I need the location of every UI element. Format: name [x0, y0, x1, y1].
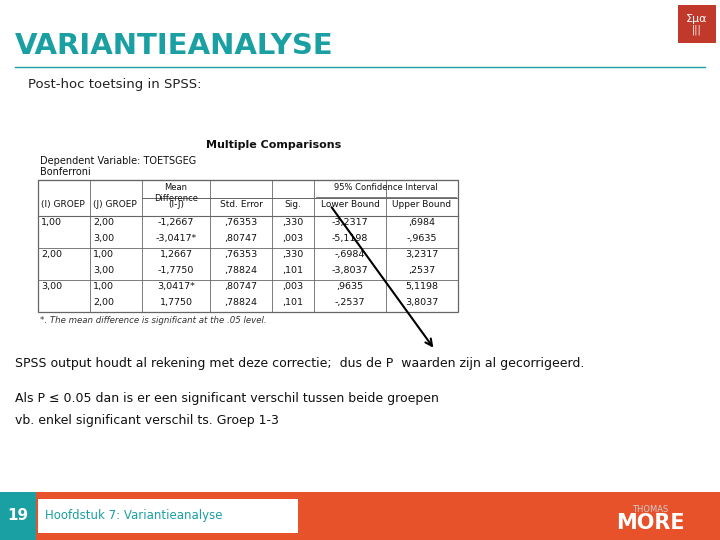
Text: SPSS output houdt al rekening met deze correctie;  dus de P  waarden zijn al gec: SPSS output houdt al rekening met deze c…	[15, 357, 585, 370]
Text: Lower Bound: Lower Bound	[320, 200, 379, 209]
Bar	[38, 180, 458, 312]
Text: ,78824: ,78824	[225, 298, 258, 307]
Bar	[0, 492, 720, 540]
Text: ,101: ,101	[282, 298, 304, 307]
Text: Post-hoc toetsing in SPSS:: Post-hoc toetsing in SPSS:	[28, 78, 202, 91]
Text: ,003: ,003	[282, 282, 304, 291]
Text: ,330: ,330	[282, 250, 304, 259]
Text: Mean
Difference: Mean Difference	[154, 183, 198, 203]
Text: ,76353: ,76353	[225, 218, 258, 227]
Text: vb. enkel significant verschil ts. Groep 1-3: vb. enkel significant verschil ts. Groep…	[15, 414, 279, 427]
Text: -,9635: -,9635	[407, 234, 437, 243]
Text: |||: |||	[692, 24, 702, 35]
Text: ,9635: ,9635	[336, 282, 364, 291]
Text: -1,7750: -1,7750	[158, 266, 194, 275]
Text: -,6984: -,6984	[335, 250, 365, 259]
Text: THOMAS: THOMAS	[632, 504, 668, 514]
Text: 3,2317: 3,2317	[405, 250, 438, 259]
Text: ,80747: ,80747	[225, 234, 258, 243]
Text: (J) GROEP: (J) GROEP	[93, 200, 137, 209]
Text: 19: 19	[7, 509, 29, 523]
Text: MORE: MORE	[616, 513, 684, 533]
Text: Bonferroni: Bonferroni	[40, 167, 91, 177]
Text: Sig.: Sig.	[284, 200, 302, 209]
Text: 2,00: 2,00	[41, 250, 62, 259]
Text: 3,00: 3,00	[93, 234, 114, 243]
Bar	[0, 492, 36, 540]
Text: 1,00: 1,00	[93, 282, 114, 291]
Text: -3,2317: -3,2317	[332, 218, 369, 227]
Text: ,003: ,003	[282, 234, 304, 243]
Text: Std. Error: Std. Error	[220, 200, 262, 209]
Text: (I-J): (I-J)	[168, 200, 184, 209]
Text: ,330: ,330	[282, 218, 304, 227]
Text: 3,0417*: 3,0417*	[157, 282, 195, 291]
Text: ,76353: ,76353	[225, 250, 258, 259]
Text: Σμα: Σμα	[686, 14, 708, 24]
Text: 3,8037: 3,8037	[405, 298, 438, 307]
Text: 3,00: 3,00	[93, 266, 114, 275]
Text: Dependent Variable: TOETSGEG: Dependent Variable: TOETSGEG	[40, 156, 197, 166]
Bar	[38, 499, 298, 533]
Text: Upper Bound: Upper Bound	[392, 200, 451, 209]
Text: Als P ≤ 0.05 dan is er een significant verschil tussen beide groepen: Als P ≤ 0.05 dan is er een significant v…	[15, 392, 439, 405]
Text: ,2537: ,2537	[408, 266, 436, 275]
Text: -1,2667: -1,2667	[158, 218, 194, 227]
Text: ,80747: ,80747	[225, 282, 258, 291]
Text: 5,1198: 5,1198	[405, 282, 438, 291]
FancyBboxPatch shape	[678, 5, 716, 43]
Text: ,101: ,101	[282, 266, 304, 275]
Text: VARIANTIEANALYSE: VARIANTIEANALYSE	[15, 32, 334, 60]
Text: -3,8037: -3,8037	[332, 266, 369, 275]
Text: -5,1198: -5,1198	[332, 234, 368, 243]
Text: ,6984: ,6984	[408, 218, 436, 227]
Text: Hoofdstuk 7: Variantieanalyse: Hoofdstuk 7: Variantieanalyse	[45, 510, 222, 523]
Text: *. The mean difference is significant at the .05 level.: *. The mean difference is significant at…	[40, 316, 266, 325]
Text: Multiple Comparisons: Multiple Comparisons	[207, 140, 341, 150]
Text: -,2537: -,2537	[335, 298, 365, 307]
Text: 2,00: 2,00	[93, 298, 114, 307]
Text: 1,00: 1,00	[93, 250, 114, 259]
Text: ,78824: ,78824	[225, 266, 258, 275]
Text: (I) GROEP: (I) GROEP	[41, 200, 85, 209]
Text: 95% Confidence Interval: 95% Confidence Interval	[334, 183, 438, 192]
Text: -3,0417*: -3,0417*	[156, 234, 197, 243]
Text: 3,00: 3,00	[41, 282, 62, 291]
Text: 1,00: 1,00	[41, 218, 62, 227]
Text: 1,2667: 1,2667	[160, 250, 192, 259]
Text: 2,00: 2,00	[93, 218, 114, 227]
Text: 1,7750: 1,7750	[160, 298, 192, 307]
